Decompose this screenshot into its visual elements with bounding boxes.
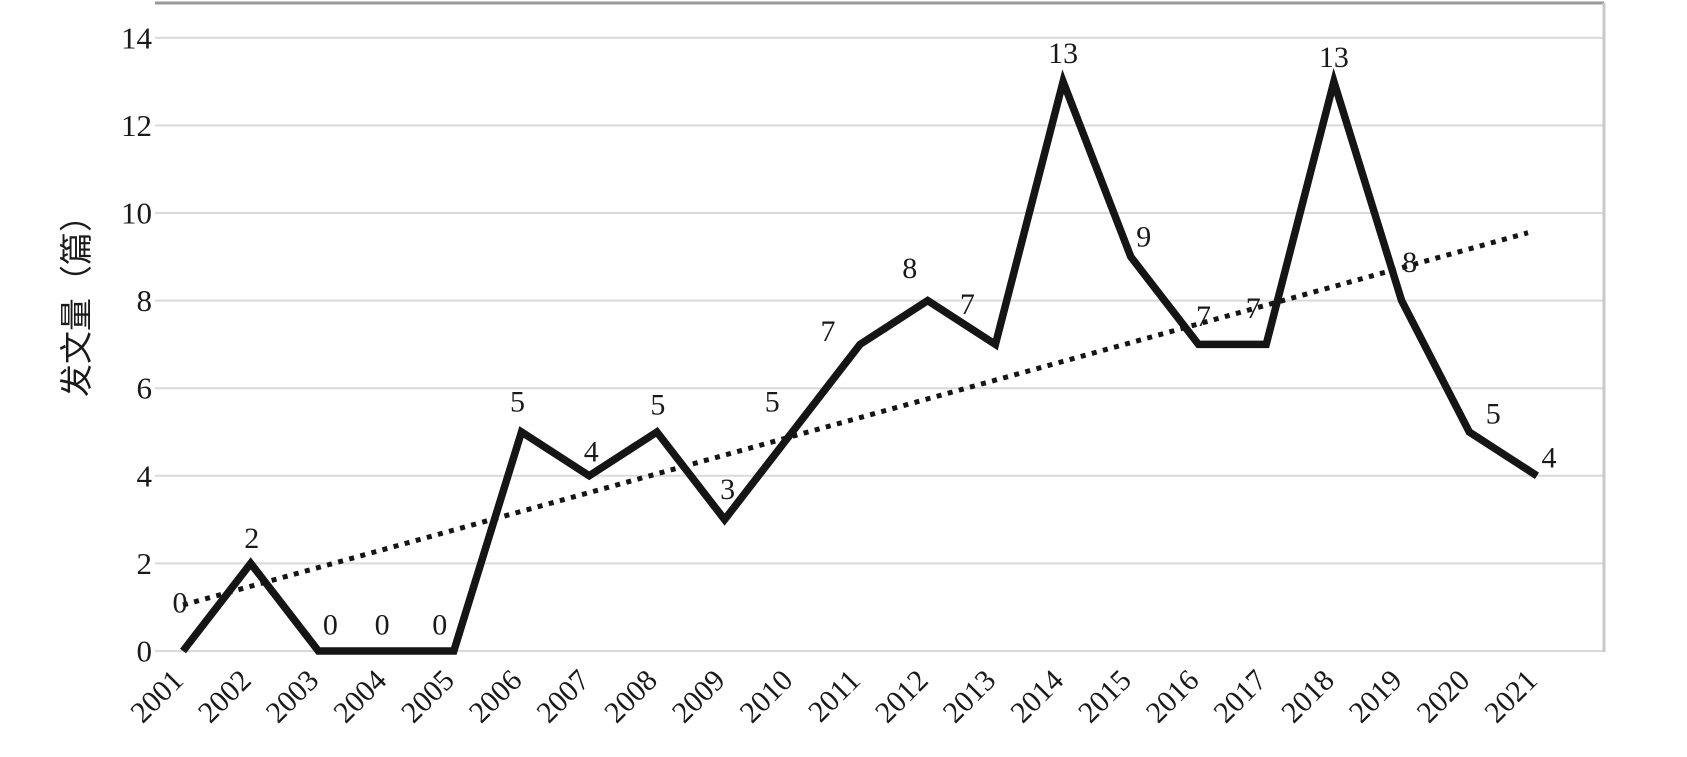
x-tick-label-2002: 2002: [192, 664, 258, 730]
x-tick-label-2017: 2017: [1207, 664, 1273, 730]
data-label-2005: 0: [432, 609, 447, 642]
data-label-2009: 3: [720, 473, 735, 506]
data-label-2007: 4: [584, 435, 599, 468]
x-tick-label-2006: 2006: [463, 664, 529, 730]
data-label-2003: 0: [323, 609, 338, 642]
data-label-2021: 4: [1542, 441, 1557, 474]
data-label-2014: 13: [1048, 37, 1078, 70]
data-label-2020: 5: [1486, 398, 1501, 431]
x-tick-label-2003: 2003: [260, 664, 326, 730]
data-label-2012: 8: [902, 252, 917, 285]
data-label-2001: 0: [173, 587, 188, 620]
x-tick-label-2021: 2021: [1478, 664, 1544, 730]
trend-line: [182, 230, 1529, 608]
data-label-2011: 7: [821, 315, 836, 348]
x-tick-label-2008: 2008: [598, 664, 664, 730]
x-tick-label-2001: 2001: [124, 664, 190, 730]
x-tick-label-2007: 2007: [530, 664, 596, 730]
y-tick-label-12: 12: [121, 108, 152, 143]
data-label-2018: 13: [1319, 41, 1349, 74]
y-tick-label-4: 4: [137, 458, 153, 493]
data-label-2017: 7: [1246, 292, 1261, 325]
y-tick-label-6: 6: [137, 371, 153, 406]
y-tick-label-0: 0: [137, 634, 153, 669]
x-tick-label-2019: 2019: [1343, 664, 1409, 730]
x-tick-label-2018: 2018: [1275, 664, 1341, 730]
x-tick-label-2013: 2013: [937, 664, 1003, 730]
x-tick-label-2009: 2009: [666, 664, 732, 730]
x-tick-label-2016: 2016: [1140, 664, 1206, 730]
data-label-2002: 2: [244, 522, 259, 555]
data-label-2013: 7: [960, 288, 975, 321]
y-tick-label-8: 8: [137, 283, 153, 318]
data-label-2010: 5: [765, 386, 780, 419]
data-label-2006: 5: [510, 386, 525, 419]
x-tick-label-2015: 2015: [1072, 664, 1138, 730]
x-tick-label-2010: 2010: [733, 664, 799, 730]
data-label-2016: 7: [1196, 300, 1211, 333]
y-tick-label-10: 10: [121, 196, 152, 231]
x-tick-label-2012: 2012: [869, 664, 935, 730]
data-label-2019: 8: [1402, 246, 1417, 279]
y-tick-label-14: 14: [121, 20, 153, 55]
x-tick-label-2004: 2004: [327, 664, 393, 730]
y-axis-title: 发文量（篇）: [59, 199, 96, 397]
x-tick-label-2005: 2005: [395, 664, 461, 730]
data-series-line: [180, 67, 1540, 655]
data-label-2015: 9: [1136, 220, 1151, 253]
x-tick-label-2011: 2011: [802, 664, 867, 729]
y-tick-label-2: 2: [137, 546, 153, 581]
data-label-2008: 5: [650, 389, 665, 422]
data-label-2004: 0: [375, 609, 390, 642]
x-tick-label-2014: 2014: [1004, 664, 1070, 730]
x-tick-label-2020: 2020: [1410, 664, 1476, 730]
